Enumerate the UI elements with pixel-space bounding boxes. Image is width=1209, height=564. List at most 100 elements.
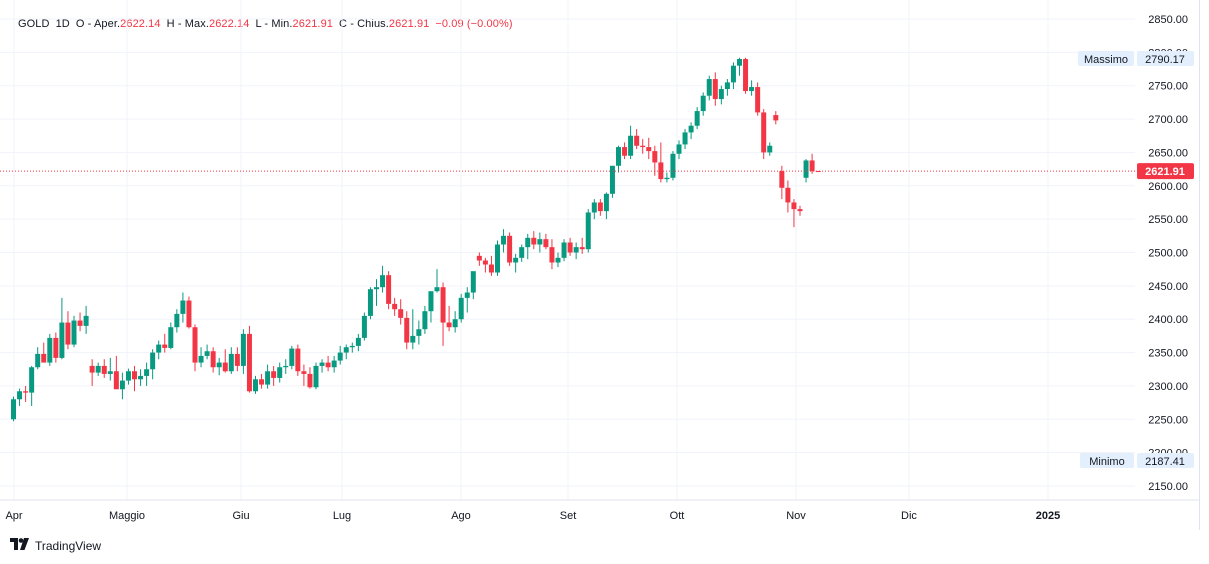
time-tick-label: Set	[560, 510, 577, 522]
candle-body	[59, 322, 65, 358]
candle-body	[458, 297, 464, 320]
candle-body	[367, 289, 373, 316]
candle-body	[634, 135, 640, 146]
candle-body	[513, 257, 519, 263]
candle-body	[113, 371, 119, 390]
legend-change: −0.09 (−0.00%)	[435, 18, 513, 30]
candle-body	[125, 371, 131, 381]
price-tick-label: 2250.00	[1148, 414, 1188, 426]
candle-body	[289, 348, 295, 366]
candle-body	[283, 365, 289, 368]
candle-body	[216, 362, 222, 368]
candle-body	[773, 115, 779, 121]
high-marker-label: Massimo	[1084, 54, 1128, 66]
candle-body	[11, 399, 16, 420]
legend-close-value: 2621.91	[388, 18, 430, 30]
legend-high-value: 2622.14	[209, 18, 250, 30]
legend-close-prefix: Chius.	[357, 18, 389, 30]
candle-body	[380, 275, 386, 288]
candle-body	[410, 335, 416, 343]
candle-body	[53, 337, 59, 358]
candle-body	[779, 171, 785, 188]
price-tick-label: 2700.00	[1148, 114, 1188, 126]
candlestick-chart[interactable]: 2850.002800.002750.002700.002650.002600.…	[0, 0, 1209, 530]
legend-high-label: H	[166, 18, 175, 30]
candle-body	[664, 177, 670, 180]
price-tick-label: 2350.00	[1148, 348, 1188, 360]
candle-body	[706, 79, 712, 96]
candle-body	[694, 111, 700, 126]
candle-body	[803, 160, 809, 178]
candle-body	[452, 319, 458, 328]
candle-body	[476, 255, 482, 261]
candle-body	[186, 300, 192, 328]
candle-body	[488, 264, 494, 273]
candle-body	[47, 337, 53, 363]
price-tick-label: 2400.00	[1148, 314, 1188, 326]
candle-body	[785, 187, 791, 203]
legend-interval: 1D	[55, 18, 70, 30]
candle-body	[331, 360, 337, 368]
candle-body	[464, 292, 470, 298]
candle-body	[307, 373, 313, 388]
tradingview-footer[interactable]: TradingView	[10, 538, 101, 553]
candle-body	[29, 367, 35, 393]
legend-open-label: O	[75, 18, 85, 30]
candle-body	[77, 320, 83, 326]
chart-frame[interactable]: GOLD 1D O - Aper.2622.14 H - Max.2622.14 L -…	[0, 0, 1200, 530]
candle-body	[616, 147, 621, 166]
candle-body	[730, 65, 736, 83]
candle-body	[434, 287, 440, 292]
footer-brand: TradingView	[35, 538, 102, 553]
legend-close-label: C	[339, 18, 348, 30]
candle-body	[228, 353, 234, 372]
candle-body	[579, 247, 585, 250]
time-axis[interactable]: Apr Maggio Giu Lug Ago Set Ott Nov Dic 2025	[0, 499, 1199, 522]
candle-body	[591, 202, 597, 213]
candle-body	[682, 132, 688, 145]
time-tick-label: Apr	[5, 510, 22, 522]
candle-body	[349, 345, 355, 348]
candle-body	[404, 317, 410, 343]
time-tick-label: Dic	[901, 510, 917, 522]
price-tick-label: 2500.00	[1148, 248, 1188, 260]
candle-body	[95, 365, 101, 373]
candle-body	[555, 257, 561, 263]
price-tick-label: 2650.00	[1148, 147, 1188, 159]
candle-body	[107, 371, 113, 374]
time-tick-label: Nov	[786, 510, 806, 522]
ohlc-legend: GOLD 1D O - Aper.2622.14 H - Max.2622.14 L -…	[18, 18, 513, 30]
candle-body	[755, 87, 761, 113]
candle-body	[313, 365, 319, 388]
candle-body	[809, 160, 815, 172]
candle-body	[573, 247, 579, 253]
last-price-tag: 2621.91	[1137, 163, 1194, 180]
legend-low-label: L	[255, 18, 262, 30]
candle-body	[83, 315, 89, 326]
candle-body	[791, 202, 797, 210]
tradingview-logo-icon	[10, 538, 30, 553]
low-marker-value: 2187.41	[1145, 456, 1185, 468]
high-marker-value: 2790.17	[1145, 54, 1185, 66]
grid	[0, 0, 1135, 500]
candle-body	[234, 353, 240, 366]
candle-body	[700, 95, 706, 112]
candle-body	[240, 333, 246, 366]
candle-body	[17, 391, 23, 400]
candle-body	[797, 209, 803, 212]
candle-body	[374, 287, 379, 290]
price-tick-label: 2300.00	[1148, 381, 1188, 393]
candle-body	[670, 153, 676, 178]
candle-body	[198, 355, 204, 363]
candle-body	[119, 380, 125, 390]
candle-body	[749, 87, 755, 92]
candle-body	[761, 112, 767, 153]
candle-body	[301, 371, 307, 374]
time-tick-label: Ott	[670, 510, 685, 522]
candle-body	[646, 147, 652, 152]
legend-low-prefix: Min.	[271, 18, 293, 30]
candle-body	[585, 212, 591, 250]
price-axis[interactable]: 2850.002800.002750.002700.002650.002600.…	[1148, 14, 1188, 493]
candle-body	[355, 337, 361, 346]
candle-body	[470, 271, 476, 293]
